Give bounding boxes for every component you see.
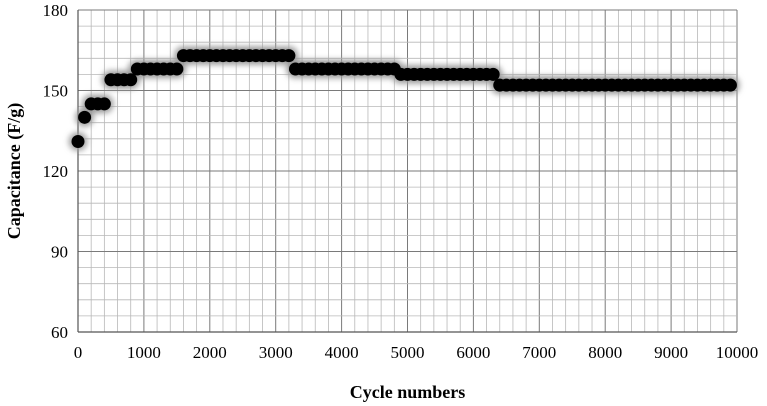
x-tick-label: 7000 (522, 343, 556, 362)
x-tick-label: 9000 (654, 343, 688, 362)
tick-labels: 0 1000 2000 3000 4000 5000 6000 7000 8000 9000 100… (43, 1, 759, 362)
data-point (723, 78, 737, 92)
data-point (124, 73, 138, 87)
x-tick-label: 6000 (456, 343, 490, 362)
data-point (71, 134, 85, 148)
x-tick-label: 1000 (127, 343, 161, 362)
data-point (170, 62, 184, 76)
y-tick-label: 150 (43, 82, 69, 101)
x-tick-label: 10000 (716, 343, 759, 362)
x-tick-label: 0 (74, 343, 83, 362)
x-tick-label: 2000 (193, 343, 227, 362)
data-point (97, 97, 111, 111)
x-tick-label: 8000 (588, 343, 622, 362)
data-point (78, 110, 92, 124)
x-axis-title: Cycle numbers (350, 382, 466, 402)
x-tick-label: 5000 (391, 343, 425, 362)
y-tick-label: 90 (51, 243, 68, 262)
x-tick-label: 4000 (325, 343, 359, 362)
y-tick-label: 60 (51, 323, 68, 342)
y-axis-title: Capacitance (F/g) (4, 103, 25, 239)
data-point (282, 49, 296, 63)
y-tick-label: 120 (43, 162, 69, 181)
y-tick-label: 180 (43, 1, 69, 20)
data-point (486, 67, 500, 81)
marker-glow (68, 46, 740, 151)
x-tick-label: 3000 (259, 343, 293, 362)
data-points (71, 49, 737, 148)
